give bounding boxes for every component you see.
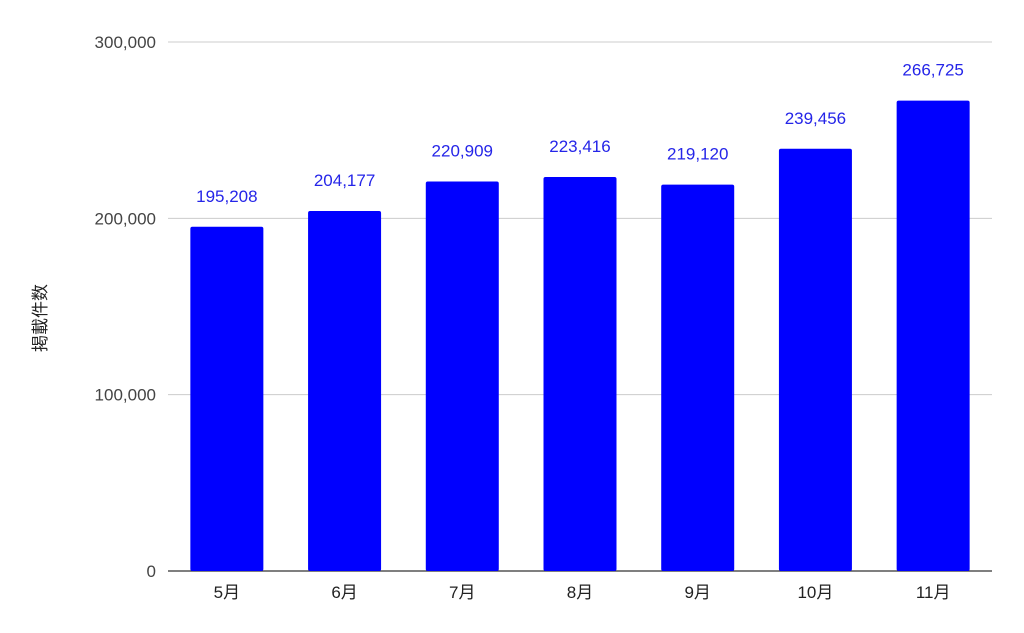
y-tick-label-1: 100,000 [95, 386, 156, 405]
data-labels: 195,208 204,177 220,909 223,416 219,120 239,4… [196, 61, 964, 206]
y-axis-ticks: 0 100,000 200,000 300,000 [95, 33, 156, 581]
bar-4 [661, 184, 735, 571]
data-label-6: 266,725 [902, 61, 963, 80]
x-tick-label-5: 10月 [797, 583, 833, 602]
data-label-2: 220,909 [432, 141, 493, 160]
x-tick-label-0: 5月 [214, 583, 240, 602]
x-tick-label-3: 8月 [567, 583, 593, 602]
data-label-1: 204,177 [314, 171, 375, 190]
x-axis-ticks: 5月 6月 7月 8月 9月 10月 11月 [214, 583, 951, 602]
y-axis-title: 掲載件数 [31, 284, 51, 352]
y-tick-label-2: 200,000 [95, 209, 156, 228]
x-tick-label-2: 7月 [449, 583, 475, 602]
y-tick-label-0: 0 [147, 562, 156, 581]
y-tick-label-3: 300,000 [95, 33, 156, 52]
bar-6 [896, 100, 970, 571]
bar-2 [425, 181, 499, 571]
bar-3 [543, 177, 617, 571]
x-tick-label-4: 9月 [684, 583, 710, 602]
bar-1 [308, 210, 382, 571]
x-tick-label-6: 11月 [916, 583, 951, 602]
data-label-3: 223,416 [549, 137, 610, 156]
bars [190, 100, 970, 571]
data-label-0: 195,208 [196, 187, 257, 206]
data-label-4: 219,120 [667, 145, 728, 164]
data-label-5: 239,456 [785, 109, 846, 128]
bar-5 [778, 148, 852, 571]
bar-0 [190, 226, 264, 571]
x-tick-label-1: 6月 [331, 583, 357, 602]
